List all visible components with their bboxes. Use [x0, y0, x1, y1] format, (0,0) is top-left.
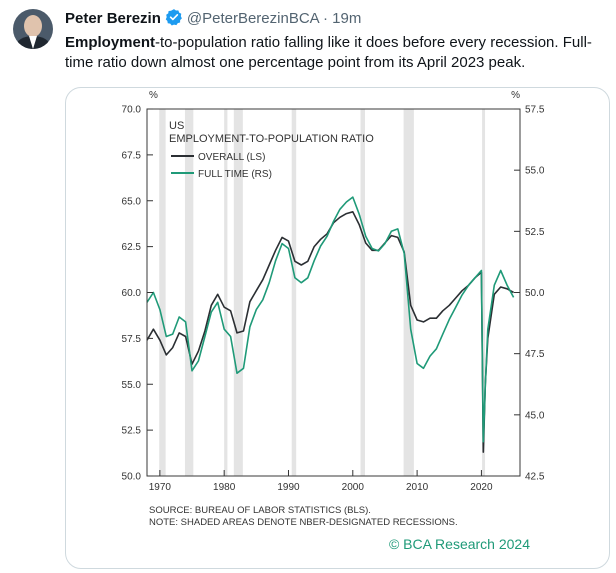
left-tick-label-55.0: 55.0	[122, 380, 142, 391]
recession-band-2	[224, 109, 228, 476]
chart-title: US	[169, 120, 184, 132]
left-tick-label-57.5: 57.5	[122, 334, 142, 345]
media-card[interactable]	[65, 87, 610, 569]
separator-dot: ·	[323, 10, 328, 27]
tweet-text: Employment-to-population ratio falling l…	[65, 33, 610, 73]
recession-band-1	[184, 109, 194, 476]
x-tick-label-2020: 2020	[470, 482, 493, 493]
right-tick-label-52.5: 52.5	[525, 227, 545, 238]
left-tick-label-67.5: 67.5	[122, 150, 142, 161]
tweet-timestamp[interactable]: 19m	[332, 10, 362, 27]
left-tick-label-70.0: 70.0	[122, 105, 142, 116]
right-tick-label-47.5: 47.5	[525, 349, 545, 360]
tweet-text-rest: -to-population ratio falling like it doe…	[65, 34, 592, 71]
series-line-full-time	[146, 196, 515, 443]
chart-subtitle: EMPLOYMENT-TO-POPULATION RATIO	[169, 133, 374, 145]
left-tick-label-60.0: 60.0	[122, 288, 142, 299]
right-tick-label-50.0: 50.0	[525, 288, 545, 299]
axis-ticks: 70.0 67.5 65.0 62.5 60.0 57.5 55.0 52.5 50.0 57.5…	[122, 105, 545, 494]
legend-label-full-time: FULL TIME (RS)	[198, 169, 272, 180]
x-tick-label-2010: 2010	[406, 482, 429, 493]
right-tick-label-55.0: 55.0	[525, 166, 545, 177]
author-name[interactable]: Peter Berezin	[65, 10, 161, 27]
right-tick-label-57.5: 57.5	[525, 105, 545, 116]
recession-band-4	[291, 109, 297, 476]
recession-note: NOTE: SHADED AREAS DENOTE NBER-DESIGNATE…	[149, 517, 458, 528]
verified-badge-icon[interactable]	[165, 8, 183, 32]
left-tick-label-65.0: 65.0	[122, 196, 142, 207]
author-avatar[interactable]	[13, 9, 53, 49]
recession-band-5	[360, 109, 366, 476]
x-tick-label-1980: 1980	[213, 482, 236, 493]
avatar-face	[24, 15, 42, 37]
left-tick-label-52.5: 52.5	[122, 426, 142, 437]
employment-chart: 70.0 67.5 65.0 62.5 60.0 57.5 55.0 52.5 50.0 57.5…	[122, 90, 545, 552]
source-note: SOURCE: BUREAU OF LABOR STATISTICS (BLS)…	[149, 505, 371, 516]
avatar-shirt	[29, 36, 37, 49]
copyright: © BCA Research 2024	[389, 536, 530, 552]
tweet-header: Peter Berezin @PeterBerezinBCA · 19m	[65, 8, 361, 32]
recession-shading	[159, 109, 486, 476]
recession-band-3	[233, 109, 243, 476]
right-tick-label-45.0: 45.0	[525, 410, 545, 421]
legend-label-overall: OVERALL (LS)	[198, 152, 265, 163]
tweet-text-bold: Employment	[65, 34, 156, 51]
left-tick-label-62.5: 62.5	[122, 242, 142, 253]
x-tick-label-2000: 2000	[342, 482, 365, 493]
x-tick-label-1970: 1970	[149, 482, 172, 493]
left-tick-label-50.0: 50.0	[122, 472, 142, 483]
author-handle[interactable]: @PeterBerezinBCA	[186, 10, 319, 27]
right-tick-label-42.5: 42.5	[525, 472, 545, 483]
right-unit: %	[511, 90, 520, 101]
recession-band-0	[159, 109, 166, 476]
series-line-overall	[146, 211, 514, 453]
x-tick-label-1990: 1990	[277, 482, 300, 493]
recession-band-7	[482, 109, 486, 476]
chart-series	[146, 196, 515, 453]
left-unit: %	[149, 90, 158, 101]
